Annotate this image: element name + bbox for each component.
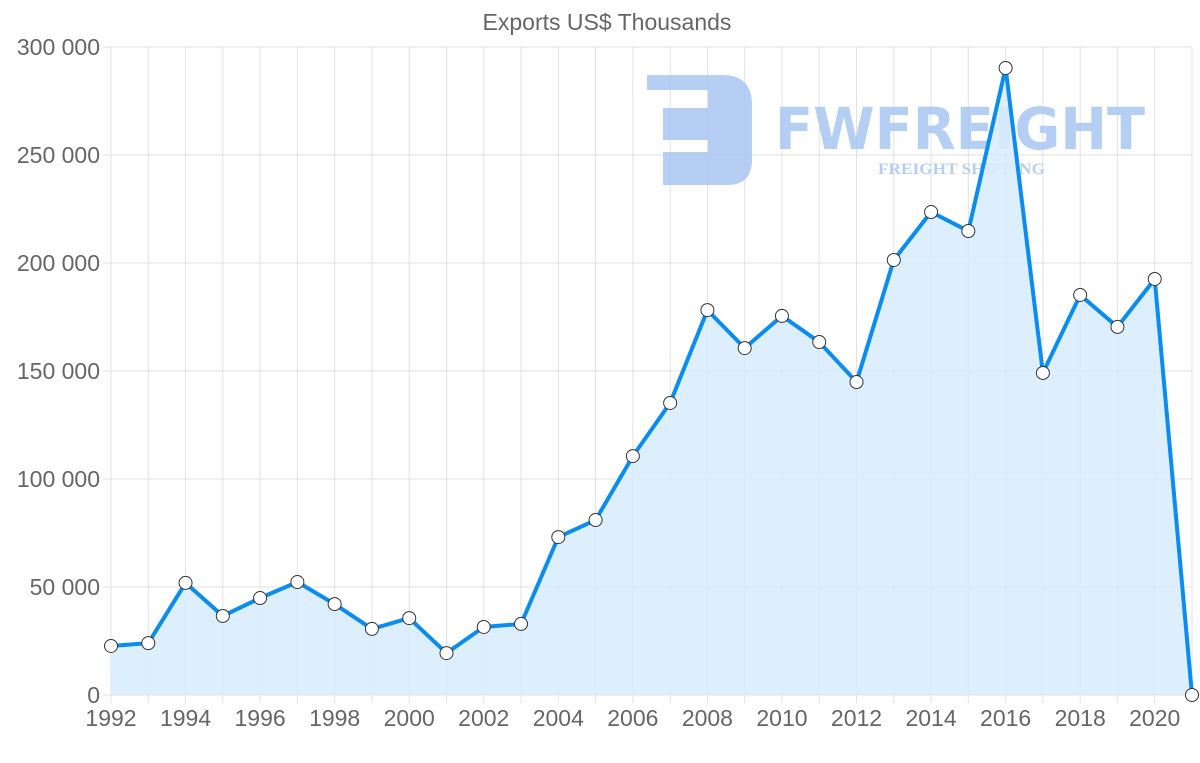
data-point-2009[interactable] [737,341,752,356]
data-point-2005[interactable] [588,513,603,528]
data-point-2002[interactable] [476,619,491,634]
y-tick-label: 200 000 [17,250,100,276]
data-point-2007[interactable] [663,395,678,410]
data-point-2016[interactable] [998,60,1013,75]
watermark-logo: FWFREIGHT FREIGHT SHIPPING [647,75,1145,185]
data-point-1998[interactable] [327,597,342,612]
x-tick-label: 1998 [309,705,360,731]
x-axis: 1992 1994 1996 1998 2000 2002 2004 2006 2008 2010… [85,705,1180,731]
watermark-brand: FWFREIGHT [775,95,1145,163]
data-point-2010[interactable] [774,308,789,323]
data-point-2018[interactable] [1073,287,1088,302]
data-point-1994[interactable] [178,575,193,590]
data-point-2019[interactable] [1110,319,1125,334]
y-tick-label: 50 000 [30,574,100,600]
data-point-1993[interactable] [141,636,156,651]
data-point-2006[interactable] [625,449,640,464]
x-tick-label: 2010 [756,705,807,731]
chart-title: Exports US$ Thousands [483,9,732,35]
data-point-2008[interactable] [700,303,715,318]
x-tick-label: 2002 [458,705,509,731]
data-point-1995[interactable] [215,608,230,623]
data-point-2013[interactable] [886,252,901,267]
data-point-1999[interactable] [364,621,379,636]
x-tick-label: 2008 [682,705,733,731]
y-tick-label: 300 000 [17,34,100,60]
data-point-1997[interactable] [290,575,305,590]
data-point-1996[interactable] [253,591,268,606]
logo-mark-icon [647,75,752,185]
x-tick-label: 2016 [980,705,1031,731]
data-point-2021[interactable] [1185,688,1199,702]
x-tick-label: 2018 [1055,705,1106,731]
y-axis: 0 50 000 100 000 150 000 200 000 250 000 300 0… [17,34,100,708]
y-tick-label: 0 [87,682,100,708]
y-tick-label: 100 000 [17,466,100,492]
data-point-2014[interactable] [924,205,939,220]
x-tick-label: 1996 [235,705,286,731]
x-tick-label: 1992 [85,705,136,731]
y-tick-label: 250 000 [17,142,100,168]
x-tick-label: 2014 [905,705,956,731]
y-tick-label: 150 000 [17,358,100,384]
x-tick-label: 2020 [1129,705,1180,731]
x-tick-label: 2012 [831,705,882,731]
data-point-2015[interactable] [961,224,976,239]
data-point-1992[interactable] [104,638,118,653]
data-point-2001[interactable] [439,646,454,661]
data-point-2003[interactable] [514,616,529,631]
x-tick-label: 2006 [607,705,658,731]
x-tick-label: 1994 [160,705,211,731]
data-point-2011[interactable] [812,335,827,350]
data-point-2004[interactable] [551,530,566,545]
data-point-2000[interactable] [402,611,417,626]
x-tick-label: 2000 [384,705,435,731]
data-point-2017[interactable] [1035,365,1050,380]
x-tick-label: 2004 [533,705,584,731]
data-point-2020[interactable] [1147,271,1162,286]
data-point-2012[interactable] [849,375,864,390]
series-exports [104,60,1199,702]
